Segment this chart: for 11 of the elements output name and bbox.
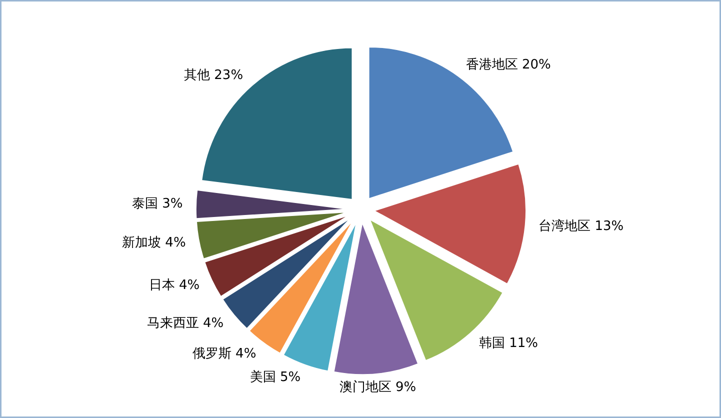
- slice-label: 台湾地区 13%: [538, 218, 624, 234]
- slice-label: 日本 4%: [148, 278, 200, 294]
- slice-label: 新加坡 4%: [122, 235, 186, 250]
- slice-label: 韩国 11%: [478, 336, 538, 351]
- slice-label: 美国 5%: [250, 369, 301, 386]
- slice-label: 泰国 3%: [132, 196, 183, 212]
- slice-label: 马来西亚 4%: [146, 316, 224, 331]
- slice-label: 俄罗斯 4%: [192, 346, 256, 362]
- slice-label: 澳门地区 9%: [339, 378, 416, 395]
- slice-label: 香港地区 20%: [466, 58, 551, 73]
- slice-label: 其他 23%: [184, 68, 244, 84]
